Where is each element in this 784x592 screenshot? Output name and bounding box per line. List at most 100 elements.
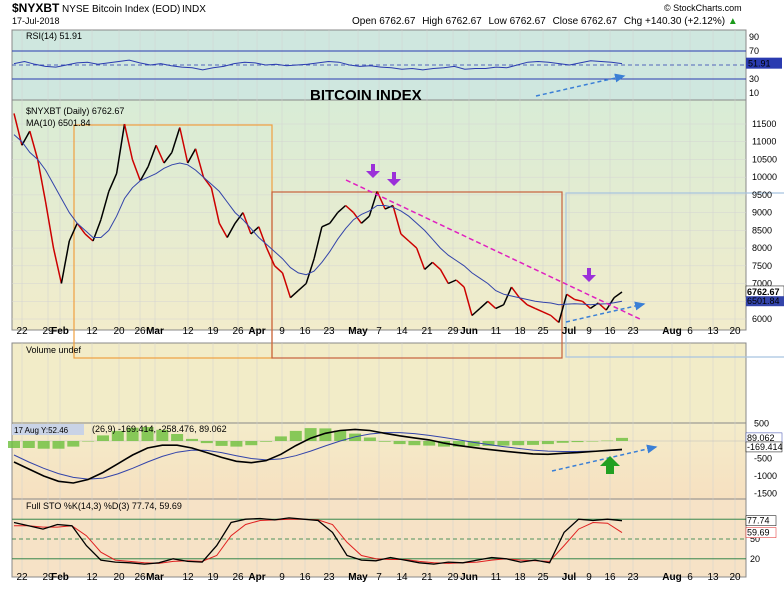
x-tick-label-upper: 22 — [16, 572, 28, 583]
rsi-value-label: 51.91 — [748, 59, 771, 69]
price-segment — [550, 314, 560, 324]
price-segment — [376, 191, 386, 210]
open-label: Open — [352, 16, 376, 27]
x-tick-label-upper: 21 — [421, 572, 433, 583]
price-segment — [479, 300, 489, 309]
x-tick-label-lower: 22 — [16, 326, 28, 337]
x-tick-label-lower: Jun — [460, 326, 478, 337]
bitcoin-index-title: BITCOIN INDEX — [310, 87, 422, 104]
price-segment — [123, 123, 134, 160]
price-segment — [566, 293, 576, 301]
macd-value-label: 89.062 — [747, 433, 775, 443]
price-segment — [455, 279, 465, 288]
price-segment — [424, 261, 434, 270]
price-segment — [60, 240, 71, 284]
x-tick-label-upper: Jun — [460, 572, 478, 583]
price-segment — [558, 293, 568, 323]
x-tick-label-upper: 9 — [279, 572, 285, 583]
rsi-value-tag — [746, 57, 782, 69]
macd-value-label: -169.414 — [747, 442, 783, 452]
price-segment — [187, 148, 197, 164]
x-tick-label-upper: 23 — [627, 572, 639, 583]
x-tick-label-upper: 19 — [207, 572, 219, 583]
rsi-legend: RSI(14) 51.91 — [26, 31, 82, 41]
x-tick-label-upper: 25 — [537, 572, 549, 583]
x-tick-label-upper: 9 — [586, 572, 592, 583]
up-arrow-icon — [600, 456, 620, 474]
symbol-name: NYSE Bitcoin Index (EOD) — [62, 4, 180, 15]
macd-hist-bar — [111, 430, 124, 441]
chart-date: 17-Jul-2018 — [12, 16, 60, 26]
macd-hist-bar — [363, 437, 376, 441]
price-segment — [329, 212, 339, 224]
macd-uptrend-arrow — [551, 444, 658, 472]
sto-legend: Full STO %K(14,3) %D(3) 77.74, 59.69 — [26, 501, 182, 511]
price-segment — [163, 151, 173, 164]
symbol: $NYXBT — [12, 1, 60, 15]
x-tick-label-upper: 11 — [491, 572, 502, 583]
x-tick-label-lower: 20 — [113, 326, 125, 337]
x-tick-label-lower: 12 — [86, 326, 98, 337]
rsi-uptrend-arrow — [535, 73, 626, 97]
price-segment — [352, 212, 363, 224]
price-tick: 9000 — [752, 208, 772, 218]
sto-tick: 20 — [750, 554, 760, 564]
x-tick-label-upper: 26 — [232, 572, 244, 583]
macd-hist-bar — [82, 441, 95, 442]
price-segment — [155, 144, 165, 164]
rsi-line — [13, 59, 623, 71]
price-segment — [502, 286, 513, 306]
price-segment — [115, 123, 126, 174]
macd-hist-bar — [186, 438, 198, 441]
price-segment — [345, 204, 355, 214]
price-segment — [84, 233, 94, 242]
macd-hist-bar — [97, 435, 109, 441]
macd-hist-bar — [408, 441, 421, 446]
macd-hist-bar — [289, 430, 302, 441]
ma-tag-label: 6501.84 — [747, 296, 780, 306]
sto-k-tag — [745, 515, 777, 526]
macd-hist-bar — [541, 441, 554, 445]
price-segment — [52, 247, 63, 284]
macd-hist-bar — [171, 434, 184, 441]
macd-hist-bar — [52, 441, 65, 449]
price-segment — [510, 286, 521, 299]
macd-hist-bar — [616, 437, 628, 441]
macd-hist-bar — [527, 441, 539, 445]
macd-legend: (26,9) -169.414, -258.476, 89.062 — [92, 424, 227, 434]
price-segment — [384, 204, 394, 210]
down-arrow-icon — [387, 172, 401, 186]
macd-hist-bar — [274, 436, 287, 441]
price-segment — [297, 282, 307, 292]
price-segment — [487, 300, 497, 309]
price-tick: 7500 — [752, 261, 772, 271]
price-segment — [471, 307, 481, 317]
price-segment — [321, 222, 331, 228]
macd-hist-bar — [334, 430, 347, 441]
macd-hist-bar — [22, 441, 35, 448]
price-tick: 7000 — [752, 279, 772, 289]
x-tick-label-upper: Feb — [51, 572, 69, 583]
x-tick-label-upper: 12 — [182, 572, 194, 583]
macd-hist-bar — [571, 441, 584, 443]
x-tick-label-lower: 23 — [323, 326, 335, 337]
macd-hist-bar — [200, 441, 213, 444]
x-tick-label-lower: 21 — [421, 326, 433, 337]
price-segment — [495, 304, 504, 310]
x-tick-label-upper: 20 — [729, 572, 741, 583]
x-tick-label-lower: 14 — [396, 326, 408, 337]
x-tick-label-lower: 16 — [299, 326, 311, 337]
x-tick-label-lower: Feb — [51, 326, 69, 337]
x-tick-label-upper: 6 — [687, 572, 693, 583]
macd-hist-bar — [512, 441, 525, 446]
price-segment — [431, 261, 441, 270]
downtrend-line — [345, 179, 643, 321]
macd-hist-bar — [586, 441, 599, 442]
sto-d-tag — [745, 527, 777, 538]
macd-hist-bar — [423, 441, 436, 446]
macd-hist-bar — [319, 428, 332, 441]
x-tick-label-upper: 20 — [113, 572, 125, 583]
x-tick-label-lower: 9 — [586, 326, 592, 337]
macd-tooltip-box — [12, 424, 84, 435]
